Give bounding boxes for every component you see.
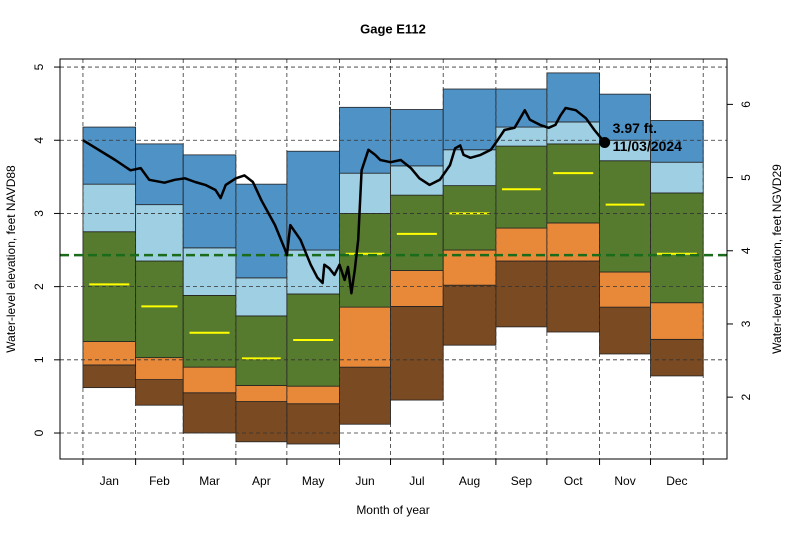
percentile-band bbox=[390, 165, 444, 196]
percentile-band bbox=[182, 392, 237, 434]
percentile-band bbox=[235, 315, 288, 386]
percentile-band bbox=[442, 88, 497, 151]
annotation: 11/03/2024 bbox=[613, 138, 683, 154]
percentile-band bbox=[235, 277, 288, 317]
x-tick-label: Aug bbox=[459, 474, 480, 488]
y2-tick-label: 2 bbox=[739, 393, 753, 400]
percentile-band bbox=[442, 185, 497, 251]
y-tick-label: 0 bbox=[32, 429, 46, 436]
percentile-band bbox=[135, 260, 184, 359]
percentile-band bbox=[442, 284, 497, 346]
x-tick-label: Oct bbox=[564, 474, 583, 488]
percentile-band bbox=[82, 183, 137, 233]
percentile-band bbox=[135, 143, 184, 206]
x-tick-label: Jan bbox=[100, 474, 119, 488]
percentile-band bbox=[135, 379, 184, 406]
percentile-band bbox=[650, 120, 704, 163]
percentile-band bbox=[495, 145, 548, 229]
percentile-band bbox=[339, 306, 391, 368]
x-tick-label: Jun bbox=[355, 474, 374, 488]
y2-axis-label: Water-level elevation, feet NGVD29 bbox=[770, 164, 784, 354]
percentile-band bbox=[235, 401, 288, 443]
x-tick-label: Mar bbox=[199, 474, 220, 488]
plot-frame bbox=[59, 58, 728, 460]
percentile-band bbox=[650, 192, 704, 304]
percentile-band bbox=[390, 305, 444, 401]
y2-tick-label: 5 bbox=[739, 174, 753, 181]
percentile-band bbox=[286, 385, 340, 405]
x-tick-label: Feb bbox=[149, 474, 170, 488]
percentile-band bbox=[286, 150, 340, 251]
y2-tick-label: 6 bbox=[739, 101, 753, 108]
y2-tick-label: 4 bbox=[739, 247, 753, 254]
y-tick-label: 5 bbox=[32, 63, 46, 70]
percentile-band bbox=[339, 213, 391, 308]
x-tick-label: Sep bbox=[511, 474, 533, 488]
percentile-band bbox=[546, 72, 600, 123]
y-tick-label: 4 bbox=[32, 137, 46, 144]
percentile-band bbox=[390, 270, 444, 307]
y-axis-label: Water-level elevation, feet NAVD88 bbox=[4, 165, 18, 353]
percentile-band bbox=[650, 161, 704, 194]
percentile-band bbox=[599, 160, 651, 273]
percentile-band bbox=[82, 364, 137, 389]
percentile-band bbox=[495, 260, 548, 328]
y-tick-label: 3 bbox=[32, 210, 46, 217]
percentile-band bbox=[82, 341, 137, 366]
percentile-band bbox=[546, 260, 600, 333]
chart-title: Gage E112 bbox=[360, 21, 426, 36]
percentile-band bbox=[339, 366, 391, 425]
x-tick-label: Jul bbox=[409, 474, 424, 488]
x-axis-label: Month of year bbox=[356, 503, 429, 517]
percentile-band bbox=[182, 366, 237, 394]
percentile-band bbox=[650, 338, 704, 377]
x-tick-label: Dec bbox=[666, 474, 687, 488]
y-tick-label: 2 bbox=[32, 283, 46, 290]
percentile-band bbox=[135, 357, 184, 380]
y-tick-label: 1 bbox=[32, 356, 46, 363]
x-tick-label: Nov bbox=[614, 474, 635, 488]
annotation: 3.97 ft. bbox=[613, 120, 657, 136]
percentile-band bbox=[390, 194, 444, 271]
percentile-band bbox=[442, 149, 497, 187]
percentile-band bbox=[339, 172, 391, 214]
percentile-band bbox=[235, 385, 288, 402]
percentile-band bbox=[599, 306, 651, 355]
percentile-band bbox=[650, 302, 704, 340]
percentile-band bbox=[182, 295, 237, 368]
y2-tick-label: 3 bbox=[739, 320, 753, 327]
percentile-band bbox=[286, 403, 340, 445]
x-tick-label: May bbox=[302, 474, 325, 488]
daily-line bbox=[82, 106, 606, 295]
percentile-band bbox=[599, 271, 651, 308]
percentile-band bbox=[182, 154, 237, 249]
percentile-band bbox=[390, 109, 444, 167]
percentile-band bbox=[495, 88, 548, 128]
last-point bbox=[599, 136, 611, 148]
percentile-band bbox=[546, 143, 600, 224]
x-tick-label: Apr bbox=[252, 474, 271, 488]
